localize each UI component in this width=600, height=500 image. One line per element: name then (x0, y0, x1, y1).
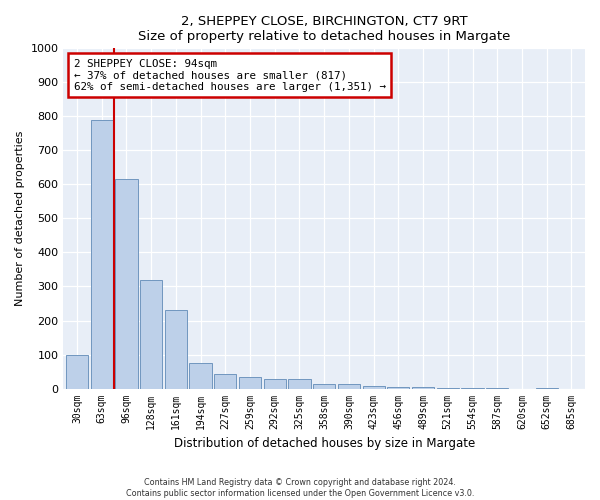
Bar (239, 376, 261, 388)
Bar (115, 180, 137, 388)
Title: 2, SHEPPEY CLOSE, BIRCHINGTON, CT7 9RT
Size of property relative to detached hou: 2, SHEPPEY CLOSE, BIRCHINGTON, CT7 9RT S… (138, 15, 511, 43)
Bar (66, 354, 88, 388)
Bar (289, 380, 311, 388)
Bar (387, 387, 409, 388)
X-axis label: Distribution of detached houses by size in Margate: Distribution of detached houses by size … (173, 437, 475, 450)
Bar (214, 374, 236, 388)
Text: Contains HM Land Registry data © Crown copyright and database right 2024.
Contai: Contains HM Land Registry data © Crown c… (126, 478, 474, 498)
Bar (140, 280, 162, 388)
Bar (412, 387, 434, 388)
Bar (362, 386, 385, 388)
Y-axis label: Number of detached properties: Number of detached properties (15, 131, 25, 306)
Bar (263, 379, 286, 388)
Bar (190, 363, 212, 388)
Bar (313, 384, 335, 388)
Text: 2 SHEPPEY CLOSE: 94sqm
← 37% of detached houses are smaller (817)
62% of semi-de: 2 SHEPPEY CLOSE: 94sqm ← 37% of detached… (74, 58, 386, 92)
Bar (165, 310, 187, 388)
Bar (91, 120, 113, 388)
Bar (338, 384, 360, 388)
